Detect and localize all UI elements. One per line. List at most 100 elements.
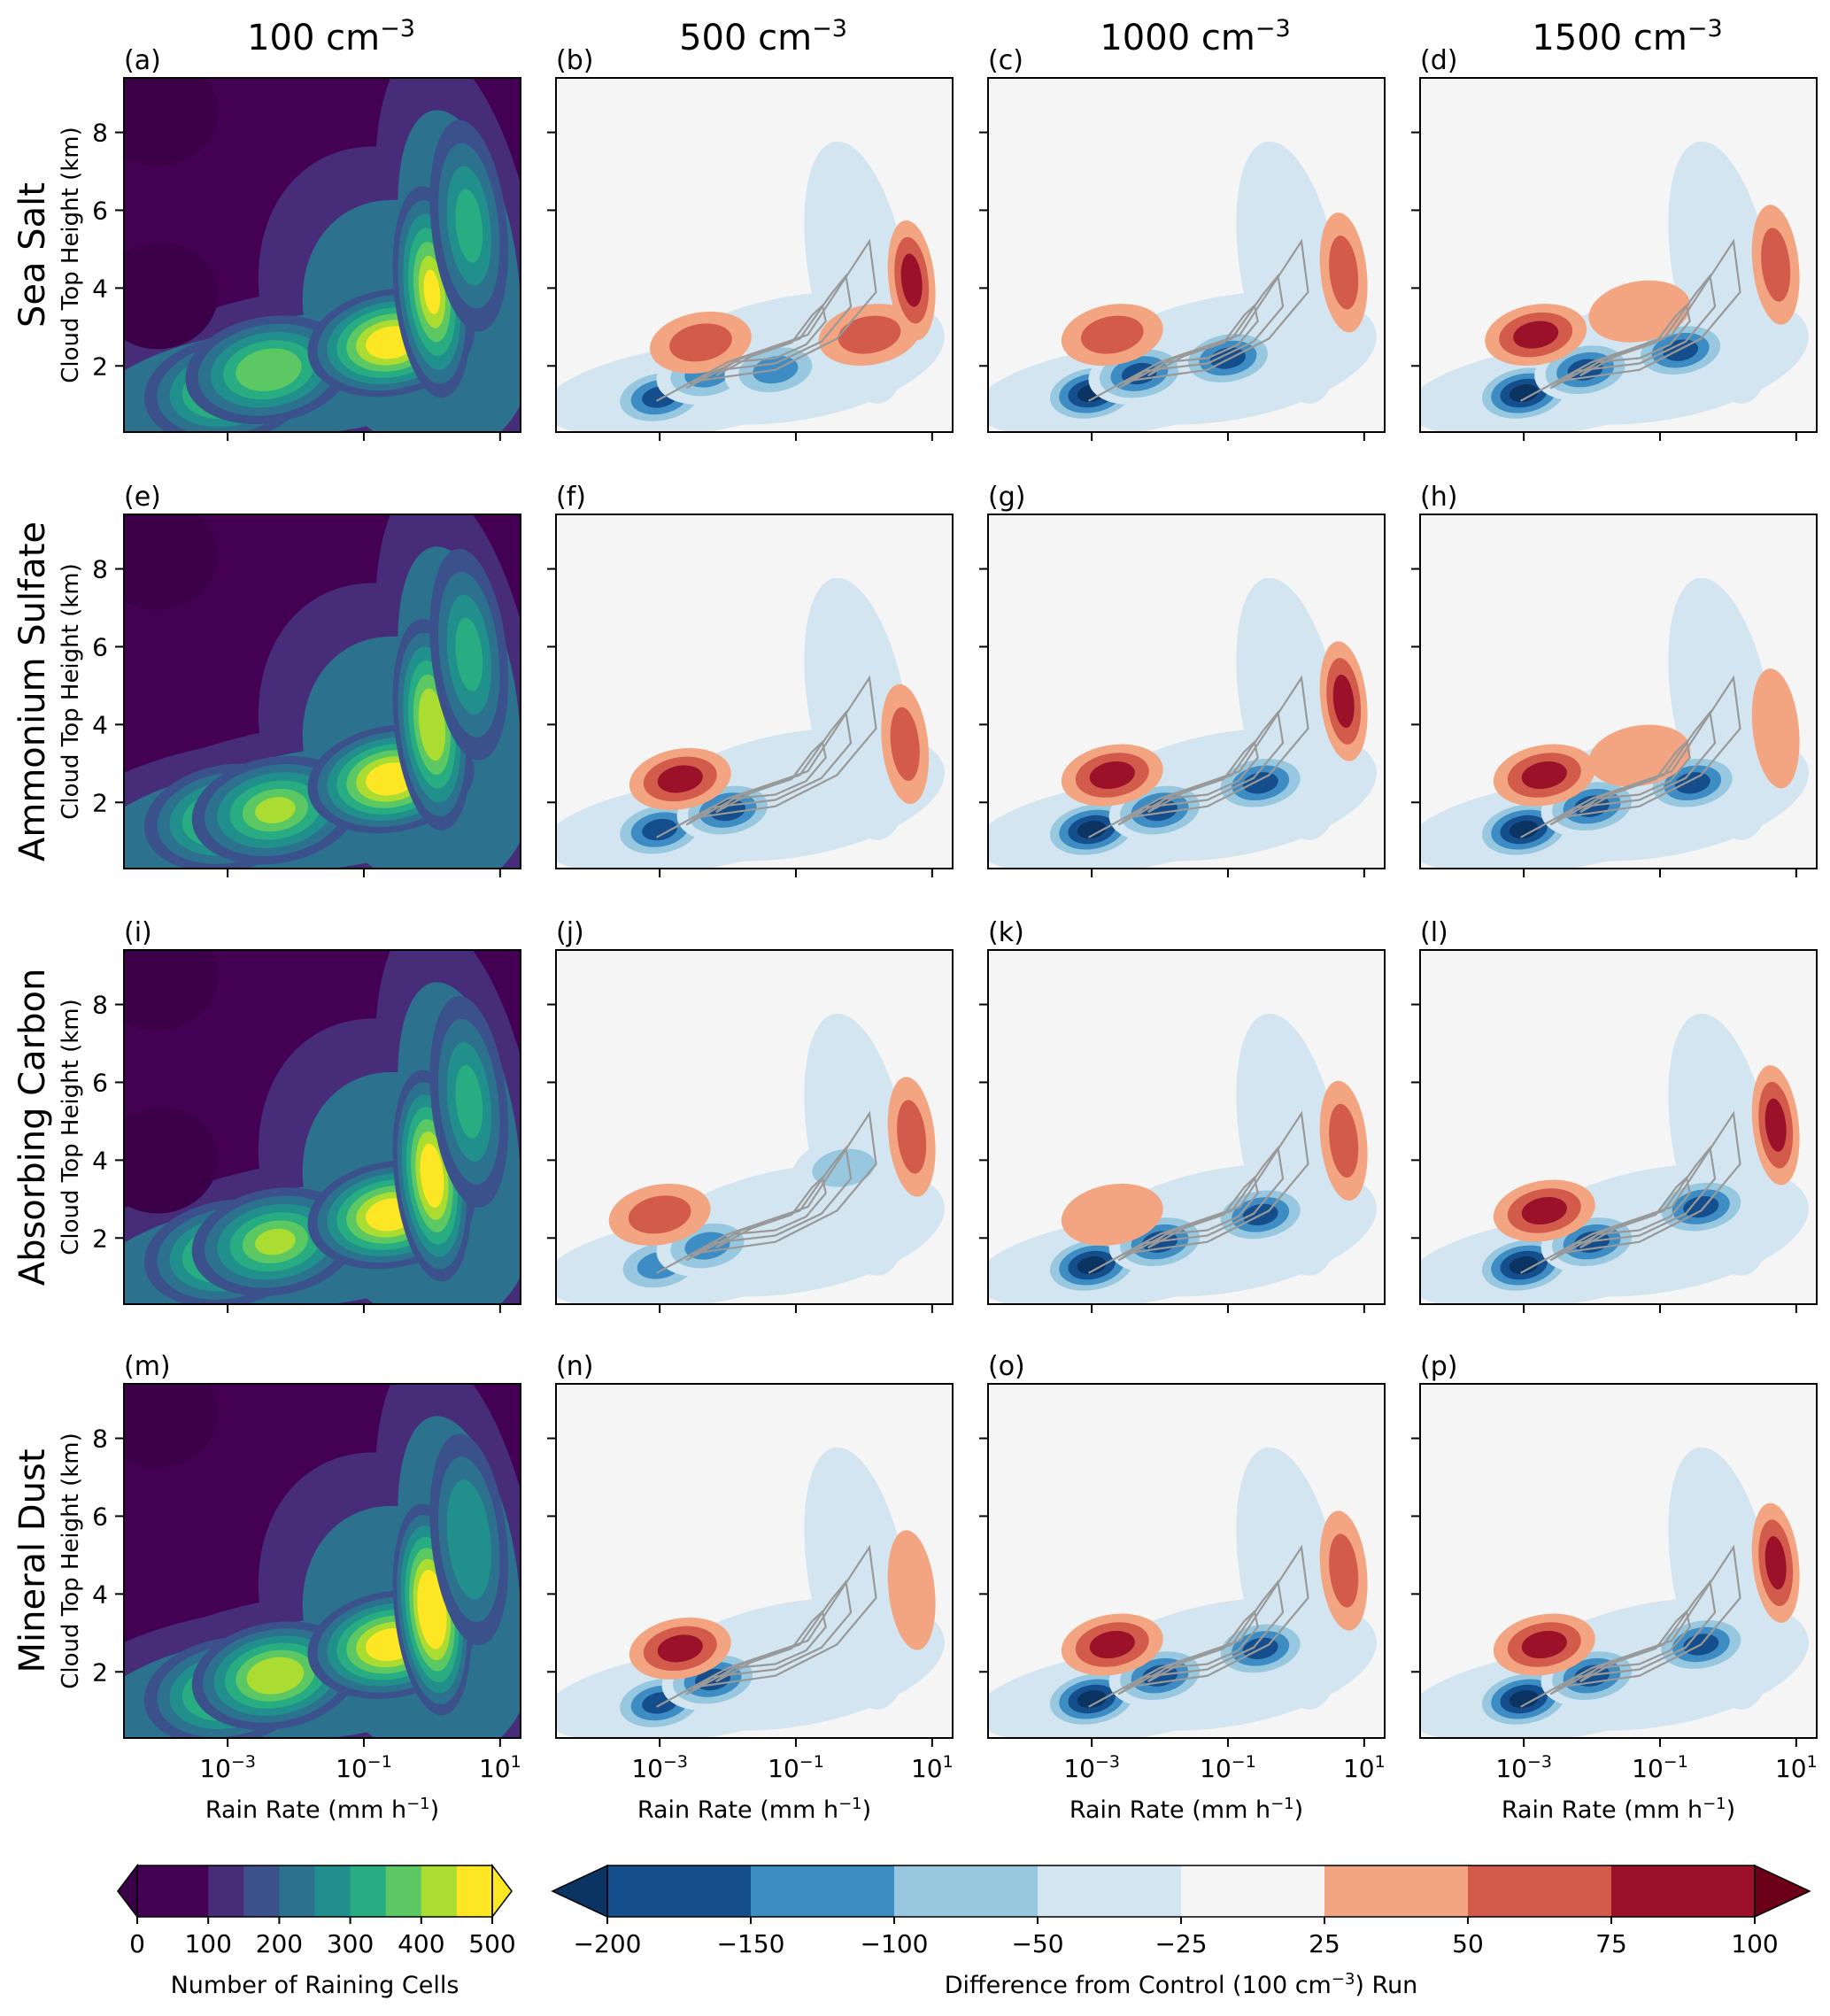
x-axis-label: Rain Rate (mm h−1) [1502,1795,1735,1825]
colorbar-swatch [385,1865,422,1917]
panel-p: (p) 10−3 10−1 101 Rain Rate (mm h−1) [1411,1351,1818,1825]
control-contour-line [1549,709,1717,826]
control-contours [1088,675,1309,838]
x-axis-label: Rain Rate (mm h−1) [205,1795,439,1825]
panel-label: (d) [1420,45,1457,76]
control-contour-line [1520,675,1741,838]
panel-frame [1419,514,1818,869]
control-contour-line [1579,1175,1691,1249]
y-tick-label: 6 [92,1502,108,1531]
contour-band [657,1634,703,1663]
y-tick-label: 4 [92,710,108,739]
contour-band [255,797,296,823]
control-contour-line [1088,1110,1309,1274]
row-title-4: Mineral Dust [12,1448,53,1672]
control-contour-line [656,238,877,402]
control-contour-line [1549,273,1717,390]
control-contours [1088,238,1309,402]
colorbar-swatch [751,1865,895,1917]
y-tick-label: 2 [92,351,108,381]
panel-frame [123,77,521,433]
contour-band [1077,1256,1107,1275]
contour-band [1521,1630,1567,1659]
x-tick-label: 10−3 [1063,1752,1120,1783]
control-contours [1520,238,1741,402]
control-contour-line [1579,1609,1691,1683]
contour-band [375,332,407,353]
contour-fill-group [1420,577,1809,869]
panel-label: (l) [1420,917,1448,948]
colorbar-tick-label: 75 [1595,1929,1627,1958]
contour-fill-group [556,577,945,869]
control-contour-line [656,675,877,838]
column-title-3: 1000 cm−3 [1100,15,1290,59]
control-contour-line [1520,1544,1741,1708]
panel-label: (o) [988,1351,1025,1382]
x-tick-label: 10−1 [1200,1752,1256,1783]
control-contour-line [1088,675,1309,838]
y-tick-label: 2 [92,1224,108,1253]
colorbar-tick-label: 100 [184,1929,231,1958]
panel-label: (f) [556,482,586,513]
column-title-2: 500 cm−3 [679,15,847,59]
panel-label: (a) [124,45,161,76]
panel-frame [123,949,521,1305]
x-tick-label: 10−1 [336,1752,392,1783]
contour-band [900,253,923,307]
y-axis-label: Cloud Top Height (km) [58,127,84,383]
control-contour-line [1147,739,1259,814]
panel-frame [987,514,1386,869]
colorbar-over-arrow [491,1863,513,1919]
x-tick-label: 10−1 [1632,1752,1688,1783]
y-tick-label: 8 [92,991,108,1020]
colorbar-under-arrow [551,1864,608,1919]
contour-band [1089,761,1135,790]
colorbar-label: Number of Raining Cells [171,1972,459,1999]
panel-frame [1419,1383,1818,1739]
contour-band [833,205,882,325]
contour-band [1329,1103,1359,1178]
contour-fill-group [988,1447,1377,1738]
contour-band [124,1107,219,1214]
control-contour-line [1088,238,1309,402]
control-contour-line [1147,1609,1259,1683]
colorbar-swatch [173,1865,209,1917]
contour-fill-group [124,1384,521,1738]
x-tick-label: 101 [1775,1752,1818,1783]
panel-c: (c) [979,45,1386,441]
contour-band [1509,1690,1539,1709]
contour-band [124,1384,219,1469]
contour-band [1329,236,1359,310]
colorbar-frame [136,1865,493,1918]
x-tick-label: 101 [479,1752,521,1783]
column-titles: 100 cm−3 500 cm−3 1000 cm−3 1500 cm−3 [247,15,1723,59]
control-contours [1088,1544,1309,1708]
control-contours [1520,675,1741,838]
panel-frame [987,77,1386,433]
control-contour-line [715,1609,827,1683]
panel-label: (m) [124,1351,171,1382]
contour-band [424,1155,440,1196]
colorbar-swatch [243,1865,280,1917]
y-tick-label: 6 [92,1068,108,1097]
contour-band [1509,1256,1539,1275]
column-title-4: 1500 cm−3 [1532,15,1722,59]
control-contour-line [656,1110,877,1274]
y-axis-label: Cloud Top Height (km) [58,1433,84,1689]
x-tick-label: 101 [911,1752,954,1783]
contour-band [1588,724,1691,787]
control-contour-line [715,303,827,377]
column-title-1: 100 cm−3 [247,15,415,59]
colorbar-tick-label: 300 [327,1929,374,1958]
colorbar-tick-label: 400 [398,1929,444,1958]
y-tick-label: 2 [92,788,108,817]
panel-label: (n) [556,1351,593,1382]
colorbar-swatch [1468,1865,1612,1917]
y-tick-label: 8 [92,555,108,584]
colorbar-tick-label: 500 [468,1929,515,1958]
control-contour-line [656,1544,877,1708]
contour-band [375,769,407,790]
contour-band [1761,228,1791,302]
contour-band [1509,384,1539,403]
control-contours [1520,1110,1741,1274]
